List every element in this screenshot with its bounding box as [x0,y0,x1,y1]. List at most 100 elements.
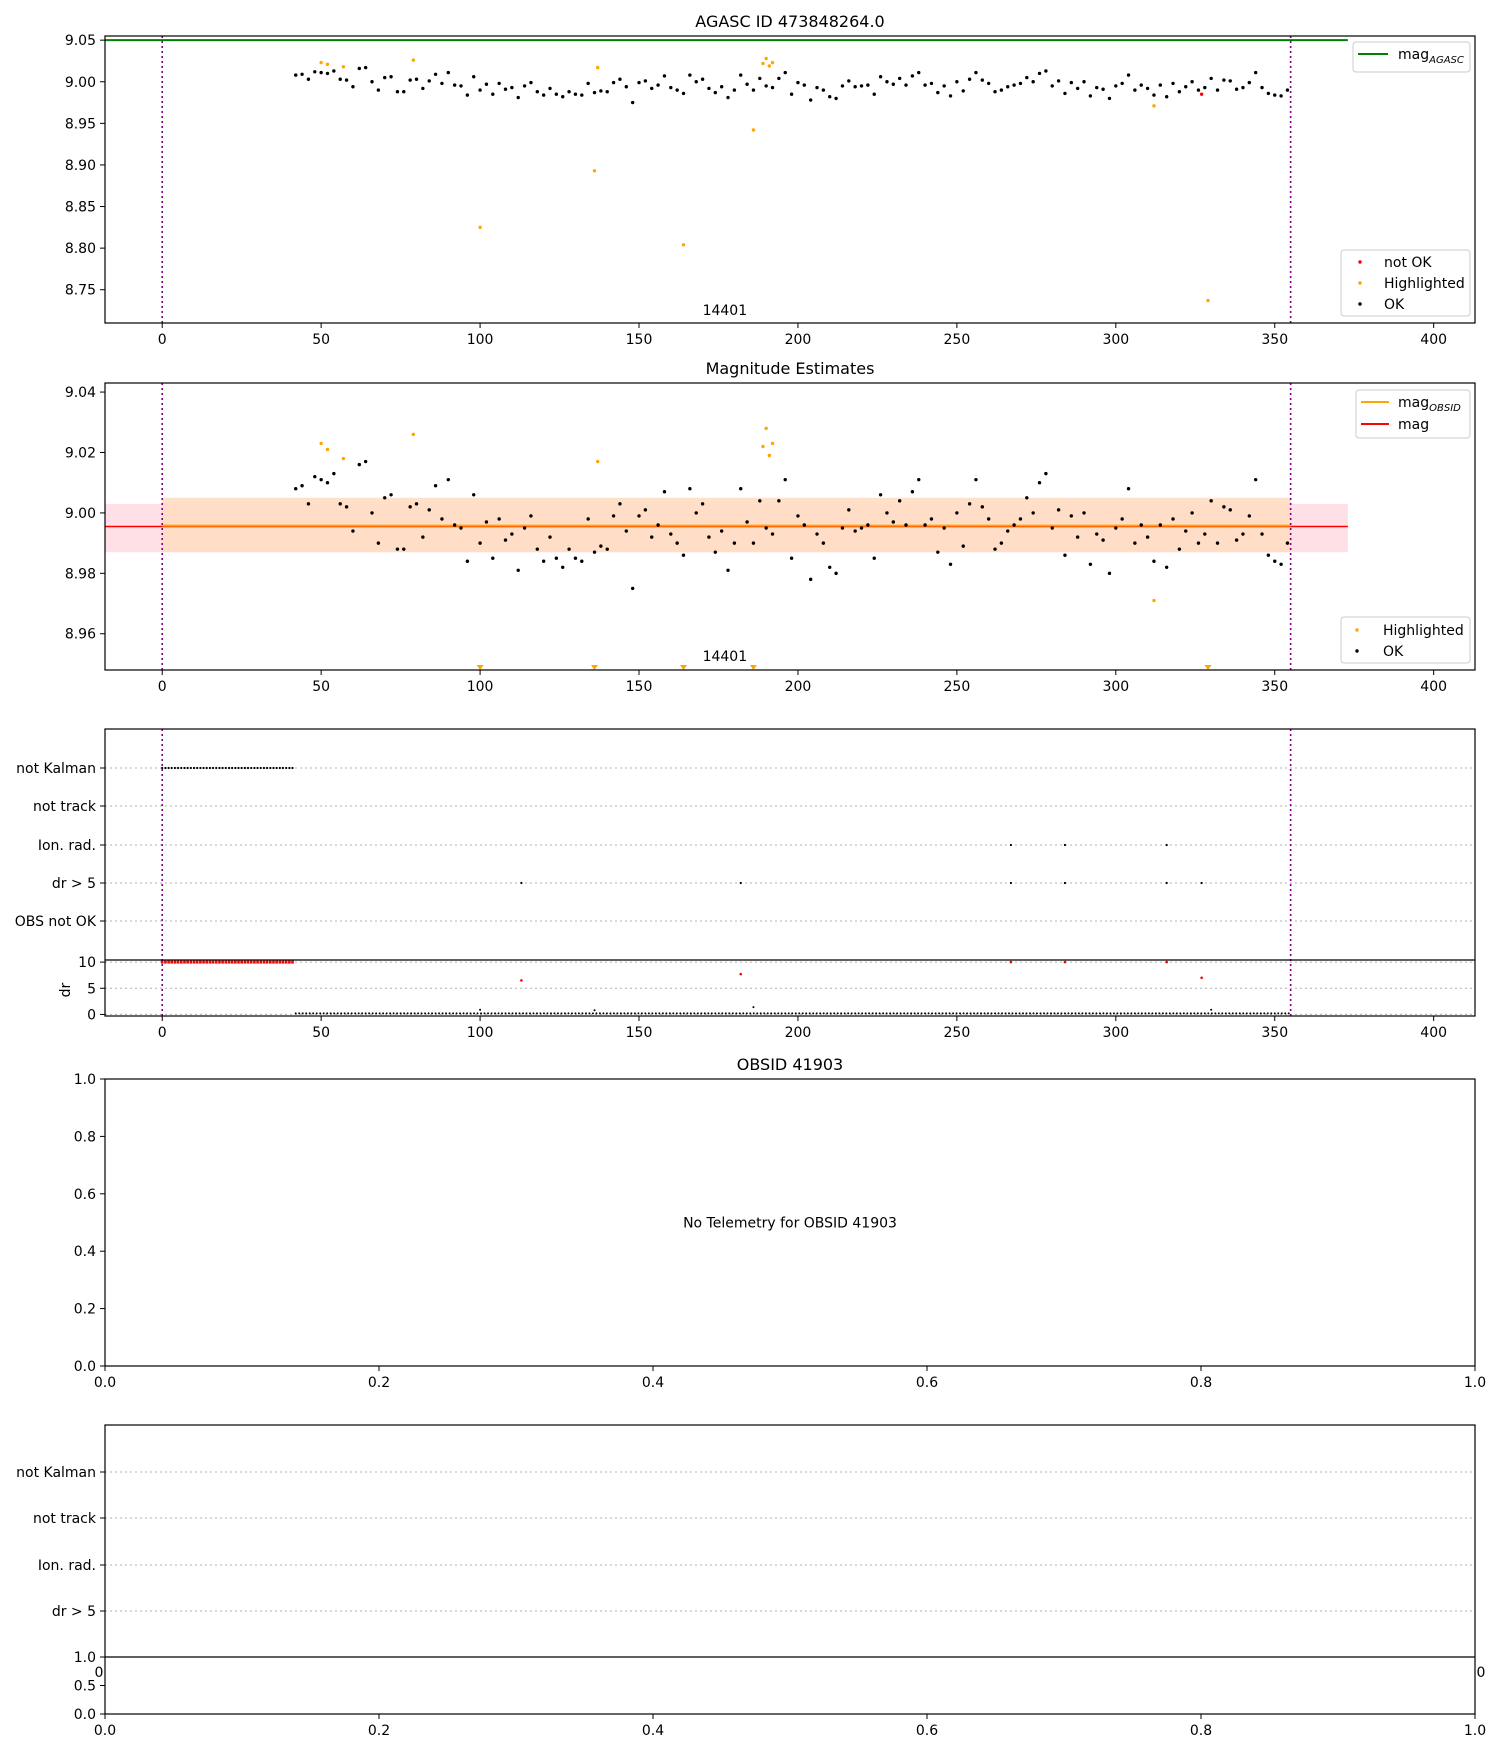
x-tick-label: 350 [1261,1025,1288,1041]
dr-point [319,1012,322,1015]
ok-point [961,544,965,548]
ok-point [294,73,298,77]
dr-clipped-point [164,960,167,964]
not-kalman-flag [196,766,199,770]
ok-point [414,77,419,81]
x-tick-label: 300 [1102,332,1129,348]
dr-point [1172,1012,1175,1015]
dr-point [854,1012,857,1015]
dr-point [539,1012,542,1015]
ok-point [313,70,317,74]
dr-point [528,1012,531,1015]
dr-point [378,1012,381,1015]
legend-marker [1358,281,1362,285]
ok-point [821,88,826,92]
ok-point [630,100,635,105]
ok-point [1107,96,1112,101]
highlighted-point [761,444,765,449]
highlighted-point [411,432,416,437]
highlighted-point [770,60,775,65]
dr-point [1109,1012,1112,1015]
ok-point [370,80,374,84]
dr-clipped-point [288,960,291,964]
dr-point [1245,1012,1248,1015]
ok-point [719,85,724,89]
dr-point [385,1012,388,1015]
ok-point [713,550,718,554]
dr-point [707,1012,710,1015]
dr-point [1123,1012,1126,1015]
flag-label: dr > 5 [52,1604,96,1620]
dr-point [326,1012,329,1015]
dr-clipped-point [205,960,209,964]
ok-point [745,520,749,524]
ok-point [656,523,660,527]
ok-point [681,553,686,557]
dr-point [1018,1012,1021,1015]
below-range-marker [1204,665,1212,670]
ok-point [993,90,997,94]
ok-point [522,526,527,530]
ok-point [637,80,641,85]
ok-point [1069,514,1074,518]
dr-point [976,1012,979,1015]
dr-point [1084,1012,1087,1015]
dr-point [479,1008,482,1011]
ok-point [1164,95,1169,99]
obsid-label: 14401 [703,303,748,319]
not-kalman-flag [192,766,196,770]
highlighted-point [325,62,330,66]
ok-point [859,84,864,88]
ok-point [1273,559,1277,563]
dr-point [364,1012,367,1015]
ok-point [1126,487,1131,491]
x-tick-label: 0.0 [94,1375,116,1391]
dr-point [455,1012,458,1015]
legend-label: Highlighted [1383,623,1464,639]
dr-point [389,1012,392,1015]
x-tick-label: 400 [1420,679,1447,695]
dr-point [511,1012,514,1015]
ok-point [433,484,438,488]
ok-point [363,459,368,464]
dr-point [843,1012,846,1015]
dr-point [371,1012,374,1015]
ion-rad-flag [1165,843,1168,847]
dr-point [1053,1012,1056,1015]
dr-point [532,1012,535,1015]
ok-point [529,514,533,518]
x-tick-label: 400 [1420,332,1447,348]
ok-point [739,73,743,77]
ok-point [904,83,908,87]
dr-clipped-point [186,960,189,964]
ok-point [1247,514,1252,518]
dr-point [518,1012,521,1015]
ok-point [459,84,463,88]
dr-point [553,1012,556,1015]
not-kalman-flag [199,766,202,770]
dr-point [581,1012,584,1015]
ok-point [452,83,457,87]
ok-point [548,86,552,91]
x-tick-label: 0.8 [1190,1723,1212,1739]
ok-point [1044,69,1048,73]
dr-point [1001,1012,1004,1015]
ok-point [580,93,584,97]
dr-point [593,1009,596,1012]
x-tick-label: 150 [626,332,653,348]
dr-point [1056,1012,1059,1015]
ok-point [910,74,915,78]
dr-point [1067,1012,1070,1015]
dr-point [1249,1012,1252,1015]
ok-point [789,92,794,96]
ok-point [1082,511,1086,515]
dr-clipped-point [246,960,250,964]
subplot-background [105,1657,1475,1714]
not-kalman-flag [281,766,285,770]
ok-point [1266,553,1271,557]
x-tick-label: 100 [467,1025,494,1041]
not-kalman-flag [275,766,278,770]
ok-point [1260,532,1264,536]
highlighted-point [764,56,768,61]
dr-point [424,1012,427,1015]
